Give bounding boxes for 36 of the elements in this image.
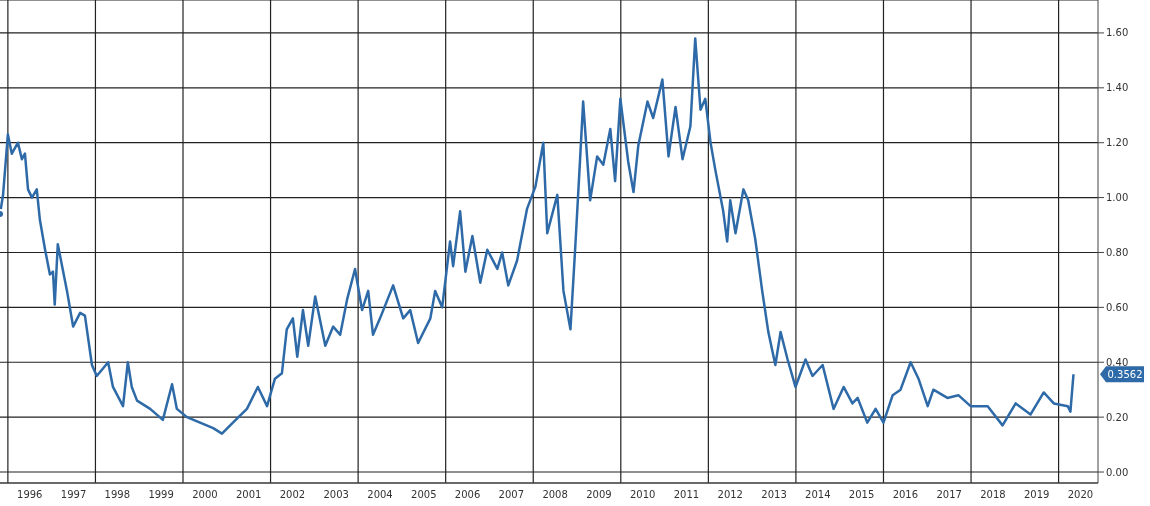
x-tick-label: 2004 — [367, 489, 393, 501]
y-tick-label: 0.20 — [1106, 411, 1129, 423]
x-tick-label: 2017 — [936, 489, 962, 501]
line-series — [0, 37, 1075, 435]
x-tick-label: 2002 — [279, 489, 306, 501]
x-tick-label: 1996 — [17, 489, 43, 501]
x-tick-label: 2000 — [192, 489, 218, 501]
x-tick-label: 2013 — [761, 489, 787, 501]
x-tick-label: 2018 — [980, 489, 1006, 501]
x-tick-label: 2019 — [1023, 489, 1050, 501]
x-tick-label: 2005 — [411, 489, 437, 501]
y-tick-label: 1.00 — [1106, 192, 1129, 204]
x-tick-label: 2010 — [629, 489, 656, 501]
x-tick-label: 1998 — [104, 489, 131, 501]
x-tick-label: 1999 — [148, 489, 174, 501]
x-tick-label: 2014 — [805, 489, 831, 501]
y-tick-label: 0.00 — [1106, 466, 1129, 478]
x-tick-label: 2007 — [498, 489, 525, 501]
y-tick-label: 0.60 — [1106, 301, 1129, 313]
y-tick-label: 1.60 — [1106, 27, 1129, 39]
x-tick-label: 2009 — [586, 489, 612, 501]
x-tick-label: 2011 — [673, 489, 700, 501]
x-tick-label: 2003 — [323, 489, 349, 501]
y-tick-label: 1.20 — [1106, 137, 1129, 149]
x-tick-label: 2012 — [717, 489, 743, 501]
x-tick-label: 2020 — [1067, 489, 1094, 501]
x-tick-label: 2001 — [235, 489, 262, 501]
text: 0.3562 — [1107, 369, 1143, 381]
x-tick-label: 2008 — [542, 489, 568, 501]
x-tick-label: 2015 — [848, 489, 875, 501]
x-tick-label: 2006 — [454, 489, 481, 501]
y-tick-label: 0.80 — [1106, 247, 1129, 259]
y-tick-label: 0.40 — [1106, 356, 1129, 368]
x-tick-label: 1997 — [60, 489, 87, 501]
x-tick-label: 2016 — [892, 489, 919, 501]
y-tick-label: 1.40 — [1106, 82, 1129, 94]
